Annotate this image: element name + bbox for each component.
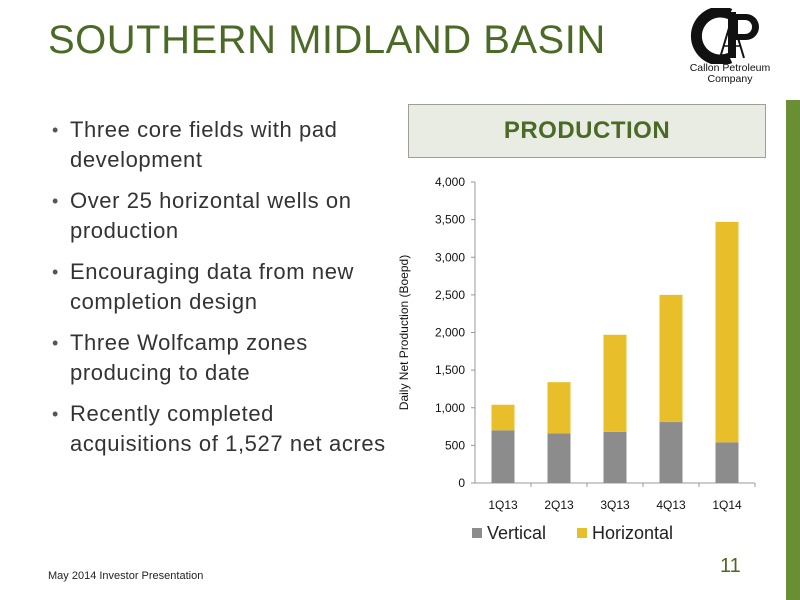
y-tick-label: 2,000: [435, 326, 465, 340]
bar-horizontal: [659, 294, 683, 423]
bar-vertical: [715, 442, 739, 483]
logo-text-line1: Callon Petroleum: [689, 62, 771, 74]
company-logo: Callon Petroleum Company: [674, 6, 786, 90]
x-tick-label: 4Q13: [656, 498, 686, 512]
production-header: PRODUCTION: [408, 104, 766, 158]
y-tick-label: 3,500: [435, 213, 465, 227]
bullet-text: Encouraging data from new completion des…: [70, 259, 355, 314]
logo-text-line2: Company: [707, 73, 753, 85]
bullet-item: • Over 25 horizontal wells on production: [50, 186, 390, 246]
production-chart: 0 500 1,000 1,500 2,000 2,500 3,000 3,500 4,000 D…: [397, 175, 756, 543]
bar-vertical: [603, 431, 627, 483]
footer-text: May 2014 Investor Presentation: [48, 570, 204, 582]
bullet-text: Recently completed acquisitions of 1,527…: [70, 401, 386, 456]
x-tick-label: 3Q13: [600, 498, 630, 512]
bullet-icon: •: [52, 404, 59, 424]
y-tick-label: 1,500: [435, 363, 465, 377]
bullet-text: Three Wolfcamp zones producing to date: [70, 330, 308, 385]
bullet-item: • Recently completed acquisitions of 1,52…: [50, 399, 390, 459]
x-tick-label: 1Q13: [488, 498, 518, 512]
y-tick-label: 0: [458, 476, 465, 490]
bar-horizontal: [715, 221, 739, 443]
bullet-icon: •: [52, 191, 59, 211]
bullet-icon: •: [52, 262, 59, 282]
accent-bar: [786, 100, 800, 600]
bar-vertical: [659, 422, 683, 483]
callon-logo-icon: [690, 6, 759, 66]
bullet-icon: •: [52, 333, 59, 353]
bullet-item: • Three core fields with pad development: [50, 115, 390, 175]
y-tick-label: 4,000: [435, 175, 465, 189]
y-tick-label: 3,000: [435, 250, 465, 264]
legend-swatch: [577, 528, 587, 538]
bar-vertical: [491, 430, 515, 483]
slide-title: SOUTHERN MIDLAND BASIN: [48, 18, 606, 62]
bar-horizontal: [547, 382, 571, 434]
bar-horizontal: [603, 334, 627, 432]
legend-swatch: [472, 528, 482, 538]
bullet-item: • Encouraging data from new completion de…: [50, 257, 390, 317]
y-tick-label: 500: [445, 438, 465, 452]
y-tick-label: 1,000: [435, 401, 465, 415]
bullet-list: • Three core fields with pad development …: [50, 115, 390, 470]
page-number: 11: [720, 555, 741, 577]
bullet-item: • Three Wolfcamp zones producing to date: [50, 328, 390, 388]
x-tick-label: 2Q13: [544, 498, 574, 512]
bullet-icon: •: [52, 120, 59, 140]
y-tick-label: 2,500: [435, 288, 465, 302]
bar-horizontal: [491, 404, 515, 431]
bar-vertical: [547, 433, 571, 483]
y-axis-label: Daily Net Production (Boepd): [397, 255, 411, 410]
x-tick-label: 1Q14: [712, 498, 742, 512]
bullet-text: Over 25 horizontal wells on production: [70, 188, 352, 243]
legend-label: Horizontal: [592, 523, 673, 543]
legend-label: Vertical: [487, 523, 546, 543]
bullet-text: Three core fields with pad development: [70, 117, 338, 172]
